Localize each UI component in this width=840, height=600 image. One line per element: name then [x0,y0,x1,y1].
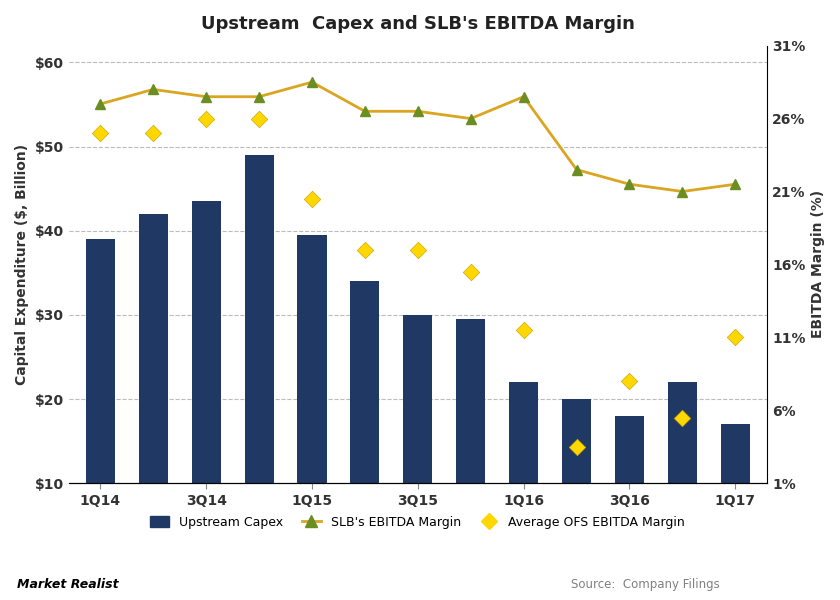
Bar [668,382,697,483]
Point [728,332,742,342]
Point [146,128,160,138]
Bar [350,281,380,483]
Bar [721,424,750,483]
Title: Upstream  Capex and SLB's EBITDA Margin: Upstream Capex and SLB's EBITDA Margin [201,15,635,33]
Bar [562,399,591,483]
Y-axis label: EBITDA Margin (%): EBITDA Margin (%) [811,190,825,338]
Point [358,245,371,254]
Bar [192,202,221,483]
Bar [244,155,274,483]
Text: Market Realist: Market Realist [17,578,118,591]
Point [93,128,107,138]
Y-axis label: Capital Expenditure ($, Billion): Capital Expenditure ($, Billion) [15,144,29,385]
Point [675,413,689,422]
Bar [615,416,644,483]
Point [199,114,213,124]
Bar [456,319,486,483]
Bar [403,315,433,483]
Text: Source:  Company Filings: Source: Company Filings [571,578,720,591]
Point [570,442,583,452]
Bar [139,214,168,483]
Point [305,194,318,203]
Point [622,376,636,386]
Bar [509,382,538,483]
Point [517,325,530,335]
Bar [86,239,115,483]
Point [411,245,424,254]
Point [252,114,265,124]
Bar [297,235,327,483]
Legend: Upstream Capex, SLB's EBITDA Margin, Average OFS EBITDA Margin: Upstream Capex, SLB's EBITDA Margin, Ave… [145,511,690,534]
Point [464,267,477,277]
